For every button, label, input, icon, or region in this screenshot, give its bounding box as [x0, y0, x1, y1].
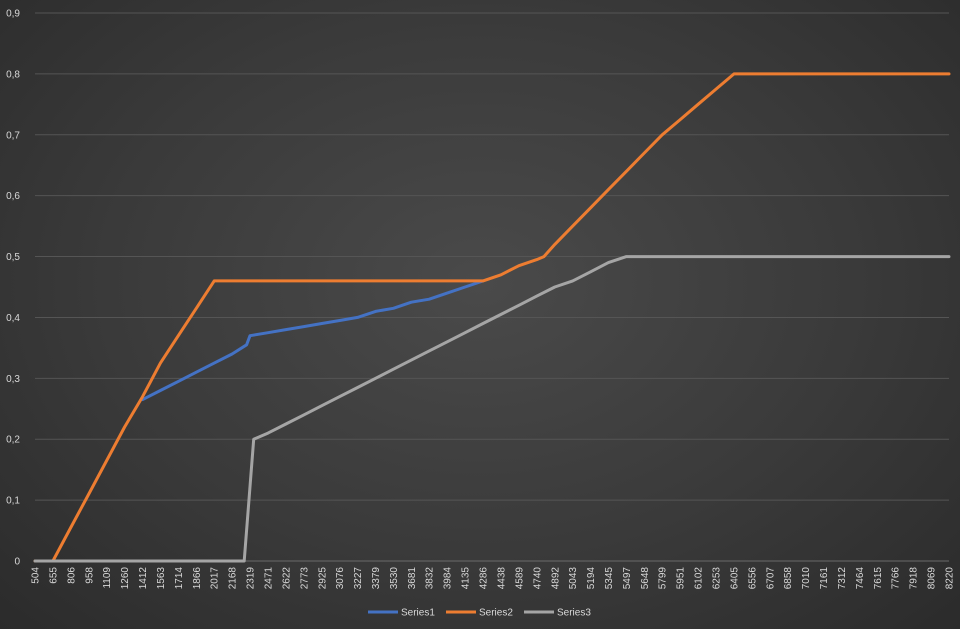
y-tick-label: 0,1	[6, 496, 20, 507]
x-tick-label: 1714	[174, 567, 185, 590]
x-tick-label: 3227	[353, 567, 364, 590]
x-tick-label: 2925	[317, 567, 328, 590]
x-tick-label: 4135	[461, 567, 472, 590]
x-tick-label: 6405	[730, 567, 741, 590]
x-tick-label: 3379	[371, 567, 382, 590]
x-tick-label: 7161	[819, 567, 830, 590]
x-axis-tick-labels: 504 655 806 958 1109 1260 1412 1563 1714 1866 2017…	[31, 567, 956, 590]
y-tick-label: 0,4	[6, 313, 20, 324]
x-tick-label: 6102	[694, 567, 705, 590]
y-tick-label: 0,3	[6, 374, 20, 385]
x-tick-label: 7615	[873, 567, 884, 590]
y-tick-label: 0,8	[6, 69, 20, 80]
x-tick-label: 1412	[138, 567, 149, 590]
x-tick-label: 5043	[568, 567, 579, 590]
y-tick-label: 0,7	[6, 130, 20, 141]
x-tick-label: 1109	[102, 567, 113, 589]
legend-label-series3: Series3	[557, 608, 591, 619]
x-tick-label: 2622	[281, 567, 292, 590]
x-tick-label: 5799	[658, 567, 669, 590]
series-line-series1	[141, 279, 485, 402]
x-tick-label: 6707	[765, 567, 776, 590]
y-axis-tick-labels: 0 0,1 0,2 0,3 0,4 0,5 0,6 0,7 0,8 0,9	[6, 9, 20, 568]
x-tick-label: 5648	[640, 567, 651, 590]
x-tick-label: 958	[84, 567, 95, 584]
x-tick-label: 1866	[192, 567, 203, 590]
x-tick-label: 5194	[586, 567, 597, 590]
y-tick-label: 0,5	[6, 252, 20, 263]
x-tick-label: 7918	[909, 567, 920, 590]
x-tick-label: 7464	[855, 567, 866, 590]
x-tick-label: 8220	[945, 567, 956, 590]
x-tick-label: 8069	[927, 567, 938, 590]
y-tick-label: 0	[14, 557, 20, 568]
series-lines	[33, 72, 951, 563]
gridlines	[35, 12, 949, 562]
x-tick-label: 6858	[783, 567, 794, 590]
x-tick-label: 6556	[747, 567, 758, 590]
y-tick-label: 0,9	[6, 9, 20, 20]
x-tick-label: 3076	[335, 567, 346, 590]
x-tick-label: 3681	[407, 567, 418, 590]
x-tick-label: 3984	[443, 567, 454, 590]
legend: Series1 Series2 Series3	[368, 608, 591, 619]
x-tick-label: 2471	[264, 567, 275, 590]
x-tick-label: 806	[66, 567, 77, 584]
x-tick-label: 5497	[622, 567, 633, 590]
x-tick-label: 2017	[210, 567, 221, 590]
y-tick-label: 0,2	[6, 435, 20, 446]
x-tick-label: 4589	[514, 567, 525, 590]
x-tick-label: 5345	[604, 567, 615, 590]
x-tick-label: 4286	[478, 567, 489, 590]
x-tick-label: 655	[48, 567, 59, 584]
series-line-series2	[33, 72, 951, 563]
series-line-series3	[33, 255, 951, 563]
x-tick-label: 7766	[891, 567, 902, 590]
x-tick-label: 504	[31, 567, 42, 584]
x-tick-label: 4740	[532, 567, 543, 590]
x-tick-label: 1563	[156, 567, 167, 590]
legend-label-series1: Series1	[401, 608, 435, 619]
x-tick-label: 2773	[299, 567, 310, 590]
x-tick-label: 5951	[676, 567, 687, 590]
x-tick-label: 4438	[497, 567, 508, 590]
y-tick-label: 0,6	[6, 191, 20, 202]
x-tick-label: 3832	[425, 567, 436, 590]
x-tick-label: 7010	[801, 567, 812, 590]
x-tick-label: 6253	[711, 567, 722, 590]
x-tick-label: 4892	[550, 567, 561, 590]
x-tick-label: 2319	[245, 567, 256, 590]
x-tick-label: 7312	[837, 567, 848, 590]
x-tick-label: 2168	[228, 567, 239, 590]
legend-label-series2: Series2	[479, 608, 513, 619]
x-tick-label: 3530	[389, 567, 400, 590]
x-tick-label: 1260	[120, 567, 131, 590]
